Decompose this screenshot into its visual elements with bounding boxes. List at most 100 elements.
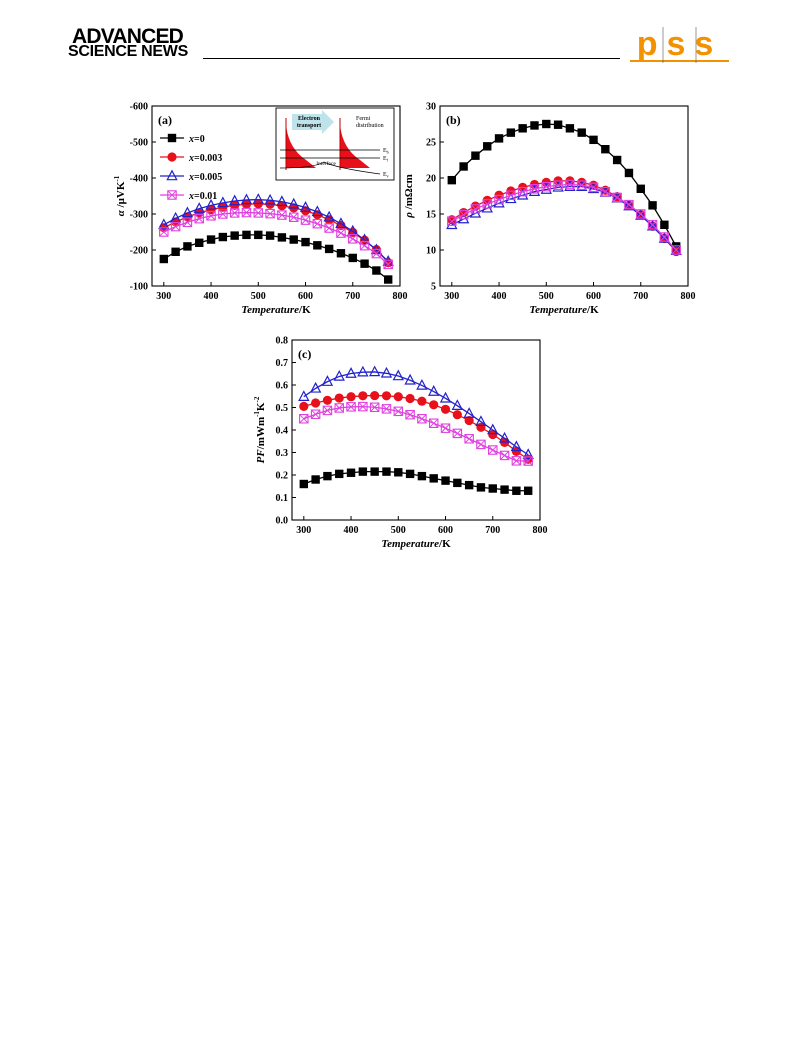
data-point [324, 244, 334, 254]
data-point [346, 392, 356, 402]
data-point [552, 180, 564, 192]
data-point [230, 200, 240, 210]
legend-marker [167, 133, 177, 143]
data-point [553, 120, 563, 129]
data-point [218, 232, 228, 242]
data-point [523, 456, 533, 466]
data-point [171, 247, 180, 256]
data-point [254, 230, 263, 240]
y-tick-label: 0.6 [276, 381, 289, 392]
legend-marker [167, 190, 177, 200]
fermi-shape-left [286, 124, 316, 168]
data-point [334, 393, 344, 403]
data-point [393, 392, 403, 402]
data-point [588, 182, 599, 193]
brand-line-advanced: ADVANCED [72, 25, 184, 48]
brand-line-science-news: SCIENCE NEWS [68, 43, 188, 60]
data-point [506, 128, 516, 137]
data-point [383, 275, 393, 284]
y-axis-label: PF/mWm-1K-2 [253, 396, 267, 463]
data-point [229, 208, 240, 218]
data-point [439, 391, 452, 403]
data-point [264, 193, 276, 205]
data-point [457, 212, 470, 224]
data-point [576, 180, 587, 190]
data-point [348, 253, 357, 263]
data-point [321, 375, 334, 386]
data-point [217, 196, 229, 208]
data-point [658, 231, 671, 243]
data-point [660, 220, 669, 229]
data-point [523, 486, 533, 495]
data-point [288, 197, 300, 209]
data-point [346, 468, 356, 477]
data-point [334, 403, 344, 413]
data-point [311, 398, 321, 408]
data-point [441, 476, 450, 485]
inset-arrow-text: transport [297, 123, 321, 129]
y-tick-label: 0.5 [276, 403, 289, 414]
data-point [298, 390, 310, 401]
data-point [577, 128, 586, 137]
data-point [612, 155, 622, 165]
series-line [303, 371, 529, 456]
data-point [636, 184, 645, 193]
y-tick-label: 0.0 [276, 516, 289, 527]
panel-label: (c) [298, 347, 311, 361]
data-point [482, 199, 492, 209]
data-point [517, 186, 528, 197]
data-point [159, 227, 169, 237]
data-point [487, 423, 499, 435]
data-point [565, 179, 575, 190]
data-point [309, 381, 322, 393]
data-point [429, 474, 438, 483]
data-point [471, 151, 480, 160]
data-point [624, 168, 634, 178]
data-point [360, 259, 369, 268]
inset-fermi-text: Fermi [356, 116, 371, 122]
data-point [671, 245, 681, 255]
data-point [405, 393, 415, 404]
y-tick-label: 0.1 [276, 493, 289, 504]
interface-label: Interface [316, 160, 336, 167]
data-point [311, 205, 324, 217]
data-point [194, 213, 204, 224]
y-tick-label: 15 [426, 210, 436, 221]
x-tick-label: 800 [393, 291, 408, 302]
data-point [469, 206, 482, 218]
series-x-0-005 [158, 193, 394, 266]
data-point [277, 233, 287, 242]
x-tick-label: 400 [204, 291, 219, 302]
y-tick-label: 30 [426, 102, 436, 113]
x-axis-label: Temperature/K [529, 304, 599, 316]
plot-frame [439, 105, 689, 287]
data-point [500, 485, 509, 494]
data-point [159, 254, 169, 264]
data-point [488, 484, 497, 493]
data-point [589, 135, 598, 145]
data-point [310, 409, 321, 420]
data-point [494, 194, 504, 205]
data-point [370, 390, 380, 401]
pss-logo: pss [630, 27, 729, 63]
data-point [335, 469, 344, 479]
series-x-0-01 [447, 179, 681, 255]
panel-label: (b) [446, 113, 461, 127]
data-point [483, 142, 492, 151]
data-point [452, 428, 463, 439]
data-point [345, 367, 357, 378]
data-point [206, 211, 216, 221]
data-point [416, 378, 428, 390]
data-point [312, 218, 323, 229]
data-point [253, 208, 264, 218]
data-point [322, 405, 333, 416]
x-tick-label: 500 [251, 291, 266, 302]
data-point [183, 242, 192, 251]
data-point [635, 208, 647, 220]
data-point [370, 467, 379, 476]
data-point [464, 415, 474, 426]
data-point [206, 235, 216, 244]
legend-entry: x=0 [188, 134, 205, 145]
page-header: ADVANCED SCIENCE NEWS pss [0, 0, 793, 70]
data-point [333, 369, 345, 381]
